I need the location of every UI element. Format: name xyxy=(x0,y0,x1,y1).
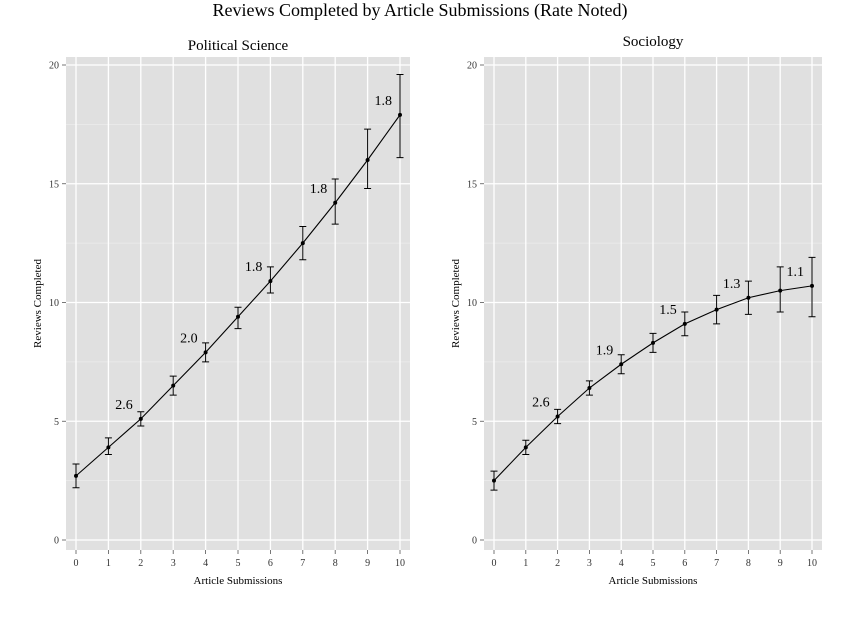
data-point xyxy=(365,158,370,162)
y-tick-label: 5 xyxy=(472,417,477,428)
x-tick-label: 2 xyxy=(555,558,560,569)
data-point xyxy=(555,414,560,419)
chart-main-title: Reviews Completed by Article Submissions… xyxy=(213,0,628,21)
y-tick-label: 10 xyxy=(49,298,59,309)
rate-annotation: 2.6 xyxy=(532,396,550,411)
x-tick-label: 9 xyxy=(365,558,370,569)
data-point xyxy=(587,386,592,390)
x-tick-label: 0 xyxy=(74,558,79,569)
y-tick-label: 20 xyxy=(49,61,59,72)
x-tick-label: 10 xyxy=(395,558,405,569)
panel-title: Sociology xyxy=(623,34,684,50)
rate-annotation: 1.8 xyxy=(310,182,328,197)
data-point xyxy=(619,362,624,367)
x-tick-label: 6 xyxy=(268,558,273,569)
data-point xyxy=(523,445,528,450)
y-tick-label: 10 xyxy=(467,298,477,309)
x-tick-label: 4 xyxy=(619,558,624,569)
x-tick-label: 8 xyxy=(333,558,338,569)
y-tick-label: 15 xyxy=(467,179,477,190)
rate-annotation: 1.5 xyxy=(659,303,677,318)
x-tick-label: 0 xyxy=(492,558,497,569)
data-point xyxy=(268,279,273,284)
rate-annotation: 1.3 xyxy=(723,277,741,292)
panel-1: 0 1 2 3 4 5 6 7 8 9 10 0 5 10 15 20 Political Science Art… xyxy=(32,38,410,587)
data-point xyxy=(492,478,496,483)
x-tick-label: 10 xyxy=(807,558,817,569)
data-point xyxy=(746,295,751,300)
x-tick-label: 5 xyxy=(236,558,241,569)
x-tick-label: 1 xyxy=(106,558,111,569)
y-tick-label: 5 xyxy=(54,417,59,428)
data-point xyxy=(138,416,143,421)
rate-annotation: 2.0 xyxy=(180,331,198,346)
y-tick-label: 0 xyxy=(472,536,477,547)
x-tick-label: 1 xyxy=(523,558,528,569)
x-tick-label: 7 xyxy=(300,558,305,569)
y-tick-label: 0 xyxy=(54,536,59,547)
x-tick-label: 7 xyxy=(714,558,719,569)
panel-title: Political Science xyxy=(188,38,289,54)
data-point xyxy=(398,112,402,117)
y-tick-label: 15 xyxy=(49,179,59,190)
rate-annotation: 1.8 xyxy=(245,260,263,275)
x-tick-label: 6 xyxy=(682,558,687,569)
x-tick-label: 8 xyxy=(746,558,751,569)
y-tick-label: 20 xyxy=(467,61,477,72)
data-point xyxy=(203,350,208,355)
x-tick-label: 9 xyxy=(778,558,783,569)
rate-annotation: 1.9 xyxy=(596,343,614,358)
data-point xyxy=(714,307,719,312)
rate-annotation: 2.6 xyxy=(115,398,133,413)
data-point xyxy=(236,314,240,319)
x-tick-label: 5 xyxy=(651,558,656,569)
y-axis-label: Reviews Completed xyxy=(450,259,462,348)
data-point xyxy=(171,383,176,388)
x-axis-label: Article Submissions xyxy=(609,575,698,587)
data-point xyxy=(651,340,655,345)
x-tick-label: 4 xyxy=(203,558,208,569)
data-point xyxy=(333,200,338,205)
x-axis-label: Article Submissions xyxy=(194,575,283,587)
data-point xyxy=(810,283,814,288)
data-point xyxy=(300,241,305,246)
panel-2: 0 1 2 3 4 5 6 7 8 9 10 0 5 10 15 20 Sociology Article Sub… xyxy=(450,34,822,587)
x-tick-label: 2 xyxy=(138,558,143,569)
data-point xyxy=(682,321,687,326)
data-point xyxy=(106,445,111,450)
data-point xyxy=(74,473,78,478)
y-axis-label: Reviews Completed xyxy=(32,259,44,348)
x-tick-label: 3 xyxy=(587,558,592,569)
rate-annotation: 1.8 xyxy=(375,94,393,109)
rate-annotation: 1.1 xyxy=(787,265,805,280)
data-point xyxy=(778,288,783,293)
x-tick-label: 3 xyxy=(171,558,176,569)
